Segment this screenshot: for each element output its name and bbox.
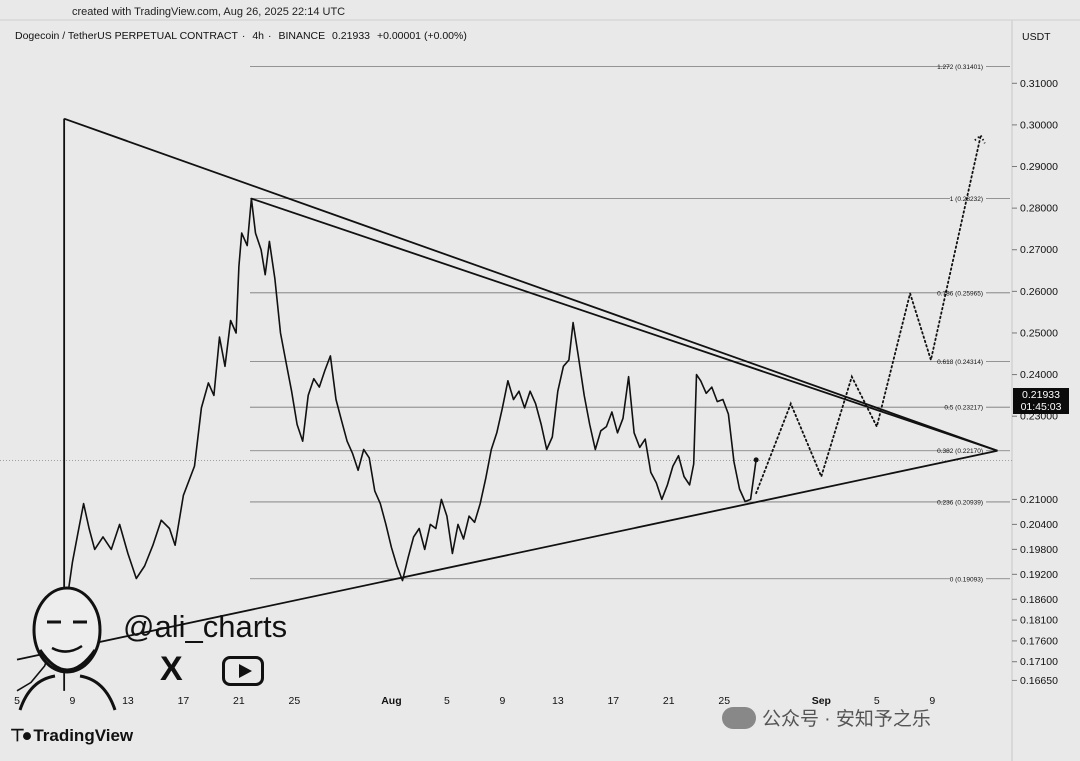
y-tick-label: 0.17600 bbox=[1020, 635, 1058, 647]
watermark-text: 公众号 · 安知予之乐 bbox=[762, 709, 931, 730]
avatar-shoulders bbox=[18, 674, 117, 711]
x-tick-label: 13 bbox=[122, 695, 134, 707]
youtube-icon bbox=[222, 656, 264, 686]
y-tick-label: 0.24000 bbox=[1020, 369, 1058, 381]
x-tick-label: 25 bbox=[718, 695, 730, 707]
author-handle: @ali_charts bbox=[123, 609, 288, 644]
y-tick-label: 0.29000 bbox=[1020, 161, 1058, 173]
symbol-header: Dogecoin / TetherUS PERPETUAL CONTRACT · … bbox=[15, 30, 467, 42]
fib-level-label: 0.618 (0.24314) bbox=[937, 359, 983, 366]
x-tick-label: 13 bbox=[552, 695, 564, 707]
wechat-icon bbox=[722, 706, 756, 729]
price-series-line bbox=[16, 197, 757, 692]
projection-path bbox=[755, 134, 982, 495]
fib-level-label: 0.236 (0.20939) bbox=[937, 499, 983, 506]
fib-level-label: 1.272 (0.31401) bbox=[937, 64, 983, 71]
y-tick-label: 0.30000 bbox=[1020, 119, 1058, 131]
x-tick-label: Sep bbox=[812, 695, 831, 707]
created-note: created with TradingView.com, Aug 26, 20… bbox=[72, 6, 346, 18]
last-price-point bbox=[753, 457, 759, 463]
avatar-head bbox=[32, 586, 102, 674]
x-tick-label: 21 bbox=[663, 695, 675, 707]
fib-level-label: 0.382 (0.22170) bbox=[937, 448, 983, 455]
symbol-name: Dogecoin / TetherUS PERPETUAL CONTRACT bbox=[15, 30, 238, 42]
x-tick-label: Aug bbox=[381, 695, 401, 707]
tradingview-mark-icon: ⊤⦁ bbox=[10, 726, 31, 745]
y-tick-label: 0.28000 bbox=[1020, 203, 1058, 215]
x-tick-label: 25 bbox=[289, 695, 301, 707]
x-tick-label: 9 bbox=[499, 695, 505, 707]
y-tick-label: 0.16650 bbox=[1020, 675, 1058, 687]
x-tick-label: 17 bbox=[178, 695, 190, 707]
triangle-lower-line bbox=[16, 449, 998, 661]
triangle-upper-outer-line bbox=[63, 117, 998, 452]
y-tick-label: 0.17100 bbox=[1020, 656, 1058, 668]
avatar-mouth bbox=[51, 644, 83, 653]
y-tick-label: 0.21000 bbox=[1020, 494, 1058, 506]
y-tick-label: 0.18100 bbox=[1020, 615, 1058, 627]
avatar-beard bbox=[38, 649, 97, 672]
y-tick-label: 0.31000 bbox=[1020, 78, 1058, 90]
y-tick-label: 0.20400 bbox=[1020, 519, 1058, 531]
author-avatar bbox=[18, 586, 117, 711]
x-tick-label: 5 bbox=[14, 695, 20, 707]
fib-level-label: 0.5 (0.23217) bbox=[944, 405, 983, 412]
x-tick-label: 5 bbox=[874, 695, 880, 707]
y-tick-label: 0.25000 bbox=[1020, 327, 1058, 339]
x-tick-label: 21 bbox=[233, 695, 245, 707]
x-tick-label: 9 bbox=[70, 695, 76, 707]
exchange-label: BINANCE bbox=[278, 30, 326, 42]
tradingview-wordmark: TradingView bbox=[33, 726, 134, 745]
fib-level-label: 0.786 (0.25965) bbox=[937, 290, 983, 297]
tradingview-logo: ⊤⦁ TradingView bbox=[10, 726, 133, 746]
y-tick-label: 0.18600 bbox=[1020, 594, 1058, 606]
y-tick-label: 0.27000 bbox=[1020, 244, 1058, 256]
fib-level-label: 0 (0.19093) bbox=[950, 576, 983, 583]
interval-label: 4h bbox=[252, 30, 265, 42]
last-price-tag: 0.21933 01:45:03 bbox=[1013, 388, 1069, 414]
x-tick-label: 9 bbox=[929, 695, 935, 707]
y-tick-label: 0.19200 bbox=[1020, 569, 1058, 581]
y-tick-label: 0.19800 bbox=[1020, 544, 1058, 556]
wechat-watermark: 公众号 · 安知予之乐 bbox=[722, 704, 931, 731]
triangle-upper-line bbox=[251, 197, 998, 452]
price-tag-value: 0.21933 bbox=[1022, 389, 1060, 401]
last-price: 0.21933 bbox=[332, 30, 371, 42]
price-tag-countdown: 01:45:03 bbox=[1020, 401, 1062, 413]
y-tick-label: 0.26000 bbox=[1020, 286, 1058, 298]
currency-label: USDT bbox=[1022, 31, 1051, 43]
x-tick-label: 17 bbox=[607, 695, 619, 707]
price-change: +0.00001 (+0.00%) bbox=[376, 30, 467, 42]
x-logo-icon: X bbox=[160, 650, 183, 688]
x-tick-label: 5 bbox=[444, 695, 450, 707]
